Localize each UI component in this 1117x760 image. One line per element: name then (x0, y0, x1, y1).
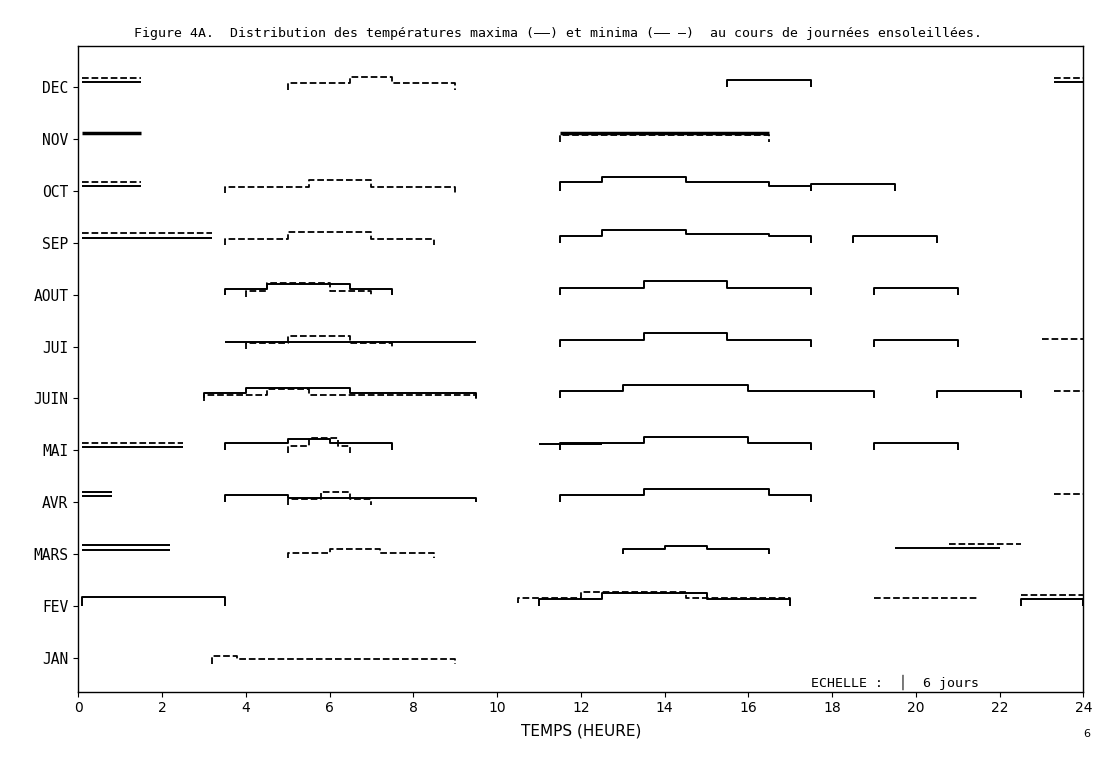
X-axis label: TEMPS (HEURE): TEMPS (HEURE) (521, 724, 641, 739)
Text: Figure 4A.  Distribution des températures maxima (——) et minima (–– –)  au cours: Figure 4A. Distribution des températures… (134, 27, 983, 40)
Text: ECHELLE :  │  6 jours: ECHELLE : │ 6 jours (811, 674, 980, 689)
Text: 6: 6 (1083, 729, 1090, 739)
